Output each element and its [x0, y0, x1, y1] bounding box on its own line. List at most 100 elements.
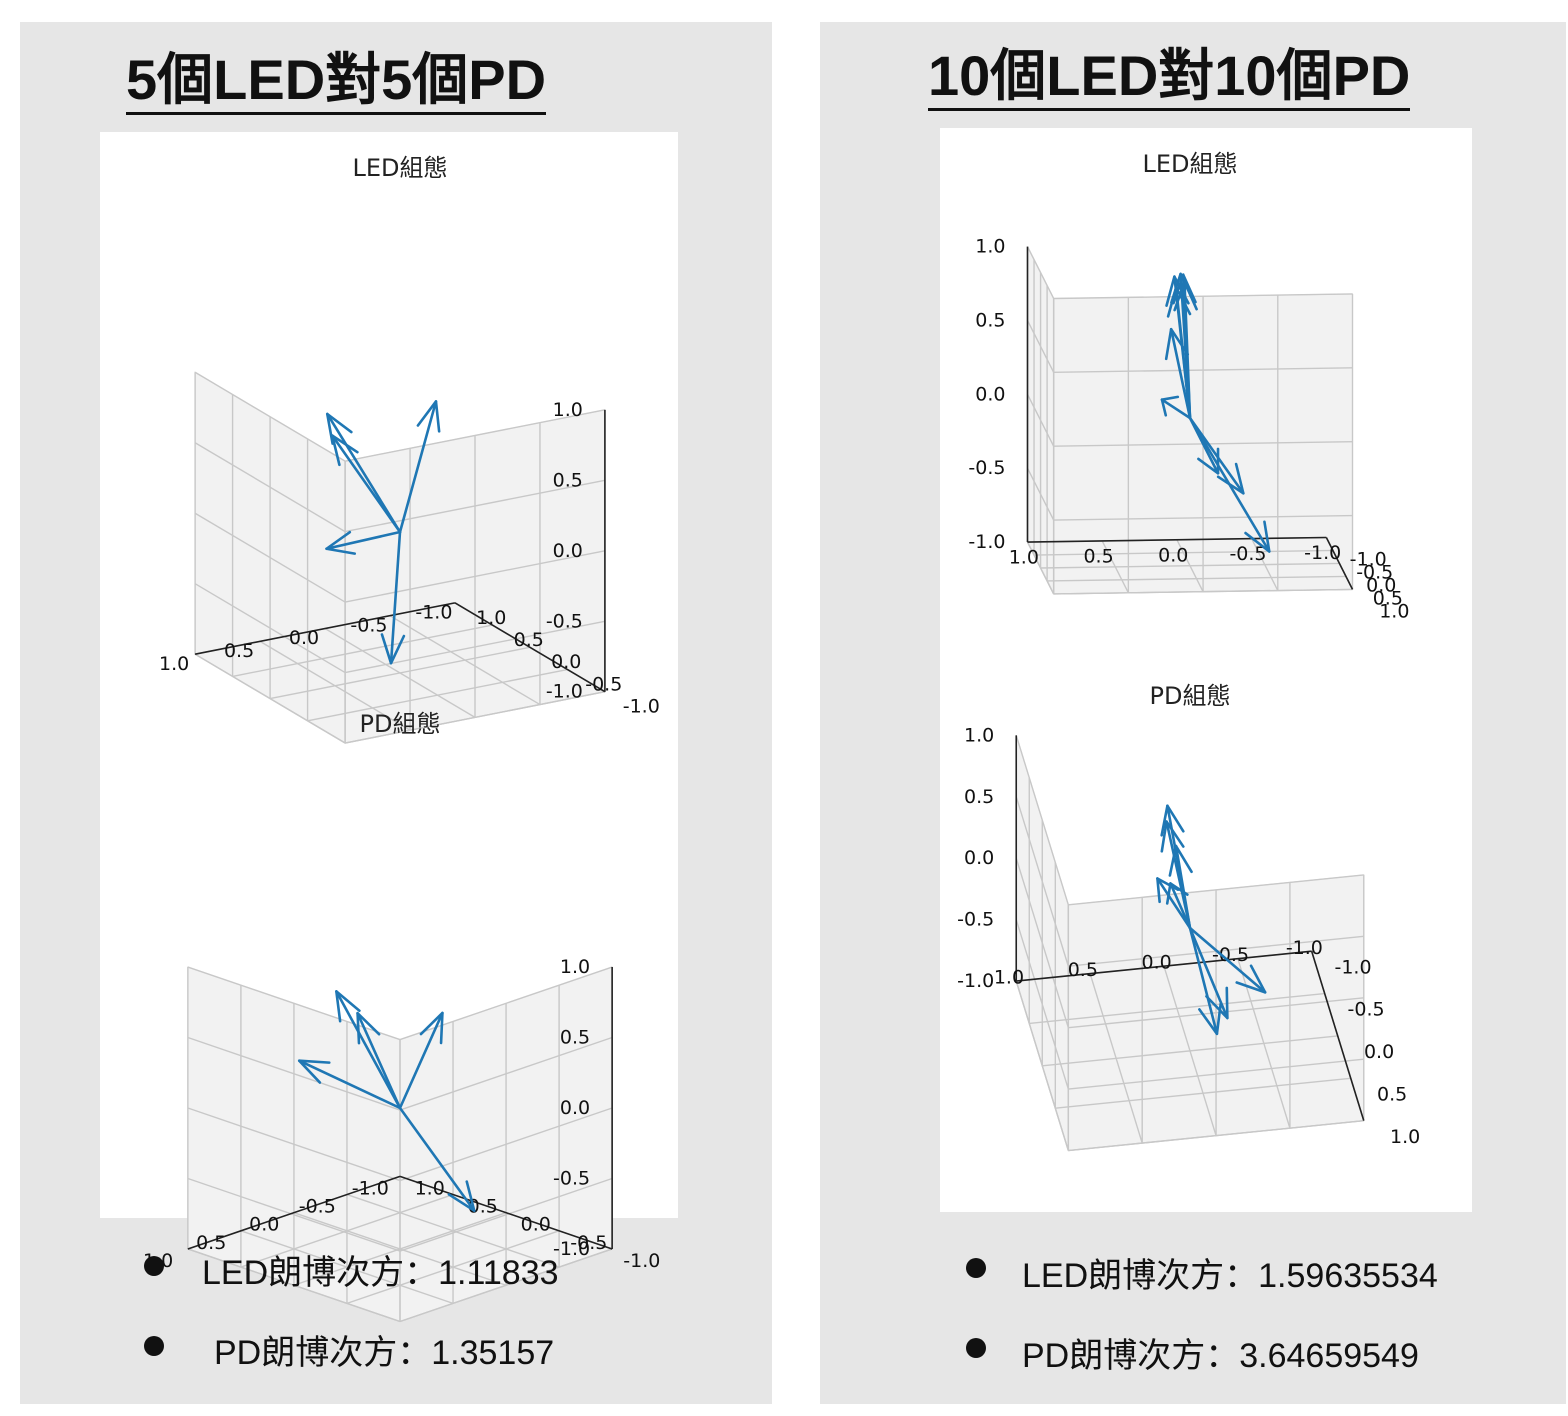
x-tick-label: -0.5 — [299, 1195, 336, 1217]
y-tick-label: 1.0 — [476, 607, 506, 629]
x-tick-label: 0.5 — [196, 1232, 226, 1254]
grid-line — [1176, 539, 1204, 592]
left-led-lambertian-order: LED朗博次方：1.11833 — [202, 1254, 559, 1292]
vector-arrow-head — [297, 1059, 331, 1084]
grid-line — [1026, 320, 1055, 373]
grid-line — [1015, 858, 1069, 1028]
x-tick-label: 1.0 — [1390, 1126, 1420, 1148]
grid-line — [344, 479, 606, 533]
grid-line — [399, 1107, 613, 1182]
grid-line — [194, 371, 346, 462]
z-tick-label: -1.0 — [546, 681, 583, 703]
x-tick-label: -0.5 — [350, 614, 387, 636]
grid-line — [1026, 394, 1055, 447]
y-tick-label: 0.5 — [1068, 959, 1098, 981]
grid-line — [344, 550, 606, 603]
z-tick-label: -0.5 — [957, 909, 994, 931]
left-plot-area: LED組態 -1.0 -1.0 -1.0 -0.5 -0.5 -0.5 0.0 0.0 0.0 0.… — [100, 132, 678, 1323]
vector-series — [297, 990, 476, 1213]
right-led-lambertian-order: LED朗博次方：1.59635534 — [1022, 1257, 1438, 1295]
x-tick-label: -1.0 — [415, 602, 452, 624]
grid-line — [399, 1036, 613, 1111]
vector-arrow-head — [419, 1011, 444, 1045]
z-tick-label: 0.0 — [975, 383, 1005, 405]
vector-arrow-shaft — [1188, 926, 1229, 1020]
vector-arrow-head — [1168, 844, 1193, 877]
grid-line — [240, 1193, 454, 1268]
y-axis-line — [399, 1175, 613, 1250]
y-tick-label: -0.5 — [1229, 543, 1266, 565]
left-pd-lambertian-order: PD朗博次方：1.35157 — [214, 1334, 555, 1372]
grid-line — [269, 646, 531, 700]
vector-arrow-shaft — [356, 1011, 402, 1110]
vector-arrow-head — [325, 530, 356, 555]
x-tick-label: 0.0 — [1364, 1041, 1394, 1063]
right-pd-3d-chart: PD組態 -1.0 -1.0 -1.0 -0.5 -0.5 -0.5 0.0 0.0 0.0 0.5… — [957, 682, 1420, 1152]
x-tick-label: 1.0 — [1379, 601, 1409, 623]
vector-arrow-head — [1235, 964, 1267, 994]
vector-arrow-shaft — [389, 530, 402, 665]
x-tick-label: -0.5 — [1356, 562, 1393, 584]
x-axis-line — [1310, 950, 1365, 1121]
vector-arrow-shaft — [325, 530, 402, 551]
grid-line — [1101, 540, 1129, 594]
vector-arrow-head — [1166, 286, 1192, 318]
grid-line — [1047, 575, 1346, 582]
vector-arrow-head — [1198, 1002, 1222, 1036]
vector-arrow-head — [1156, 877, 1180, 904]
vector-arrow-shaft — [1188, 416, 1271, 553]
grid-line — [1055, 1077, 1351, 1109]
z-tick-label: 1.0 — [553, 399, 583, 421]
grid-line — [194, 653, 346, 744]
vector-arrow-head — [1216, 462, 1245, 495]
grid-line — [1068, 874, 1364, 906]
x-tick-label: -1.0 — [352, 1177, 389, 1199]
vector-arrow-shaft — [398, 1011, 444, 1110]
vector-arrow-shaft — [1188, 926, 1267, 994]
bullet-icon — [966, 1338, 986, 1358]
y-tick-label: 0.5 — [468, 1195, 498, 1217]
z-tick-label: -0.5 — [968, 457, 1005, 479]
left-led-3d-chart: LED組態-1.0-1.0-1.0-0.5-0.5-0.50.00.00.00.… — [159, 154, 660, 744]
vector-series — [1160, 272, 1271, 553]
x-axis-line — [1325, 537, 1354, 590]
y-tick-label: 0.5 — [1083, 545, 1113, 567]
vector-arrow-shaft — [1174, 844, 1192, 930]
grid-line — [1163, 965, 1217, 1136]
vector-arrow-shaft — [1188, 926, 1219, 1036]
y-tick-label: -1.0 — [623, 1250, 660, 1272]
y-axis-line — [454, 602, 606, 693]
x-tick-label: 0.5 — [1373, 588, 1403, 610]
y-tick-label: -1.0 — [1304, 542, 1341, 564]
right-pd-lambertian-order: PD朗博次方：3.64659549 — [1022, 1337, 1419, 1375]
vector-arrow-head — [1160, 395, 1180, 417]
z-tick-label: 1.0 — [964, 724, 994, 746]
grid-line — [344, 409, 606, 462]
z-tick-label: 0.5 — [553, 469, 583, 491]
y-tick-label: 0.0 — [1142, 952, 1172, 974]
grid-line — [1026, 246, 1055, 299]
vector-arrow-head — [1164, 327, 1190, 361]
z-tick-label: -0.5 — [553, 1167, 590, 1189]
vector-arrow-shaft — [1169, 327, 1192, 420]
bullet-icon — [144, 1336, 164, 1356]
grid-line — [1053, 293, 1353, 300]
vector-arrow-head — [447, 1180, 476, 1213]
grid-line — [187, 1107, 401, 1182]
grid-line — [1068, 1119, 1364, 1152]
z-tick-label: 0.5 — [560, 1027, 590, 1049]
grid-line — [1068, 997, 1364, 1029]
y-axis-line — [1016, 950, 1312, 982]
z-tick-label: 0.0 — [553, 540, 583, 562]
vector-series — [325, 400, 441, 665]
z-tick-label: -0.5 — [546, 610, 583, 632]
z-tick-label: -1.0 — [553, 1238, 590, 1260]
grid-line — [232, 624, 493, 678]
grid-line — [1089, 973, 1143, 1144]
x-tick-label: 0.0 — [1366, 575, 1396, 597]
vector-arrow-head — [380, 633, 406, 665]
y-tick-label: 1.0 — [1009, 547, 1039, 569]
y-tick-label: 1.0 — [994, 967, 1024, 989]
grid-line — [187, 1036, 401, 1111]
x-axis-line — [187, 1175, 401, 1250]
